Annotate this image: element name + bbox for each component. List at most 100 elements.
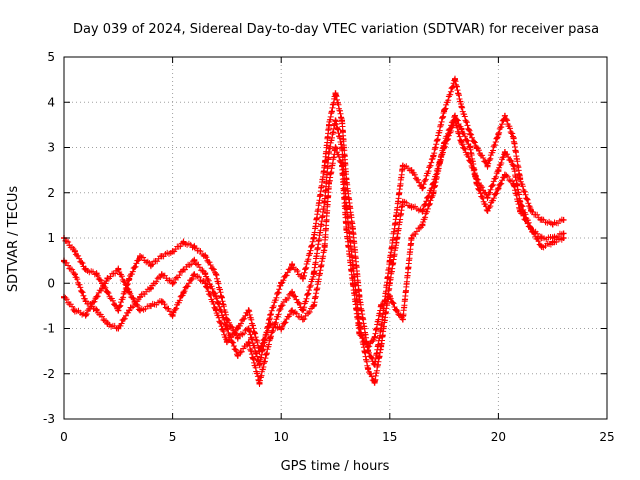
data-point	[393, 239, 400, 246]
data-point	[325, 121, 332, 128]
data-point	[495, 130, 502, 137]
data-point	[180, 289, 187, 296]
data-point	[202, 271, 209, 278]
data-point	[549, 221, 556, 228]
data-point	[517, 176, 524, 183]
series-track-a	[61, 75, 567, 369]
data-point	[180, 266, 187, 273]
x-tick-label: 20	[491, 430, 506, 444]
data-point	[458, 126, 465, 133]
data-point	[245, 307, 252, 314]
data-point	[473, 144, 480, 151]
data-point	[223, 316, 230, 323]
data-point	[310, 235, 317, 241]
data-point	[82, 298, 89, 305]
data-point	[419, 207, 426, 214]
data-point	[321, 244, 328, 251]
data-point	[393, 307, 400, 314]
series-markers	[61, 75, 565, 369]
data-point	[560, 216, 567, 223]
data-point	[356, 330, 363, 337]
data-point	[267, 311, 274, 318]
data-point	[371, 379, 378, 386]
data-point	[332, 117, 339, 124]
data-point	[289, 289, 296, 296]
data-point	[378, 302, 385, 309]
data-point	[325, 180, 332, 187]
data-point	[93, 293, 100, 300]
data-point	[484, 162, 491, 169]
data-point	[115, 325, 122, 332]
series-markers	[61, 112, 565, 355]
chart-title: Day 039 of 2024, Sidereal Day-to-day VTE…	[73, 22, 599, 37]
data-point	[104, 289, 111, 296]
data-point	[510, 135, 517, 142]
x-tick-label: 15	[382, 430, 397, 444]
data-point	[484, 194, 491, 201]
data-point	[299, 307, 306, 314]
data-point	[310, 271, 317, 278]
y-tick-label: -3	[43, 412, 55, 426]
data-point	[386, 280, 393, 287]
data-point	[430, 189, 437, 196]
data-point	[451, 112, 458, 119]
data-point	[378, 343, 385, 350]
data-point	[339, 117, 346, 124]
data-point	[399, 162, 406, 169]
data-point	[365, 366, 372, 373]
data-point	[430, 153, 437, 160]
data-point	[202, 280, 209, 287]
data-point	[501, 112, 508, 119]
data-point	[310, 302, 317, 309]
data-point	[371, 334, 378, 341]
data-point	[169, 280, 176, 287]
data-points	[61, 75, 567, 387]
data-point	[467, 144, 474, 151]
data-point	[256, 348, 263, 355]
data-point	[510, 180, 517, 187]
data-point	[126, 275, 133, 282]
data-point	[93, 271, 100, 278]
data-point	[180, 239, 187, 246]
data-point	[267, 334, 274, 341]
data-point	[549, 239, 556, 246]
data-point	[147, 302, 154, 309]
x-tick-label: 5	[169, 430, 177, 444]
data-point	[137, 307, 144, 314]
data-point	[343, 225, 350, 232]
data-point	[223, 339, 230, 346]
data-point	[332, 144, 339, 151]
data-point	[349, 280, 356, 287]
data-point	[191, 257, 198, 264]
series-markers	[61, 116, 565, 387]
data-point	[213, 271, 220, 278]
data-point	[517, 207, 524, 214]
data-point	[93, 307, 100, 314]
data-point	[484, 207, 491, 214]
data-point	[147, 284, 154, 291]
data-point	[495, 167, 502, 174]
data-point	[408, 203, 415, 210]
data-point	[501, 171, 508, 178]
data-point	[538, 244, 545, 251]
y-tick-label: 5	[47, 50, 55, 64]
data-point	[115, 307, 122, 314]
data-point	[399, 198, 406, 205]
data-point	[202, 253, 209, 260]
data-point	[325, 149, 332, 156]
data-point	[339, 162, 346, 169]
data-point	[299, 316, 306, 323]
data-point	[299, 275, 306, 282]
data-point	[71, 271, 78, 278]
data-point	[191, 244, 198, 251]
data-point	[158, 271, 165, 278]
x-tick-label: 0	[60, 430, 68, 444]
data-point	[349, 225, 356, 232]
data-point	[441, 139, 448, 146]
data-point	[339, 144, 346, 151]
data-point	[278, 302, 285, 309]
data-point	[213, 307, 220, 314]
data-point	[510, 162, 517, 169]
data-point	[234, 325, 241, 332]
x-tick-label: 25	[599, 430, 614, 444]
